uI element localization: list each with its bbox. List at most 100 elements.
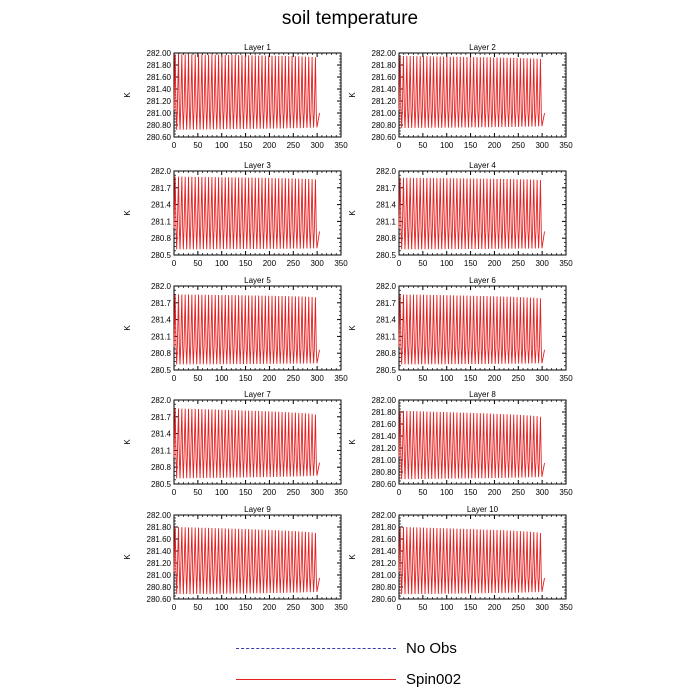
y-axis-label: K xyxy=(348,439,357,445)
y-tick-label: 281.80 xyxy=(372,408,397,417)
x-tick-label: 50 xyxy=(193,603,202,612)
y-tick-label: 281.20 xyxy=(372,97,397,106)
y-tick-label: 281.80 xyxy=(372,523,397,532)
y-tick-label: 281.1 xyxy=(151,217,172,226)
y-tick-label: 280.80 xyxy=(147,583,172,592)
y-tick-label: 282.0 xyxy=(151,282,172,291)
y-tick-label: 281.00 xyxy=(147,109,172,118)
series-line-spin002 xyxy=(398,294,545,365)
x-tick-label: 0 xyxy=(172,488,177,497)
y-tick-label: 281.7 xyxy=(376,184,397,193)
y-tick-label: 281.20 xyxy=(147,559,172,568)
x-tick-label: 50 xyxy=(193,259,202,268)
y-tick-label: 282.0 xyxy=(151,396,172,405)
series-line-spin002 xyxy=(173,294,320,365)
y-tick-label: 280.80 xyxy=(147,121,172,130)
y-tick-label: 282.00 xyxy=(372,511,397,520)
x-tick-label: 50 xyxy=(193,141,202,150)
y-tick-label: 281.40 xyxy=(147,85,172,94)
y-tick-label: 282.0 xyxy=(376,282,397,291)
x-tick-label: 150 xyxy=(239,259,253,268)
x-tick-label: 100 xyxy=(215,488,229,497)
panel-7: Layer 7 K 0 50 100 150 200 250 300 350 280.5 280.8 2… xyxy=(123,390,348,497)
y-tick-label: 281.00 xyxy=(372,109,397,118)
y-tick-label: 280.8 xyxy=(151,234,172,243)
panel-title: Layer 4 xyxy=(469,161,496,170)
x-tick-label: 350 xyxy=(334,374,348,383)
x-tick-label: 0 xyxy=(397,259,402,268)
y-axis-label: K xyxy=(123,554,132,560)
y-tick-label: 280.8 xyxy=(151,349,172,358)
y-axis-label: K xyxy=(123,92,132,98)
y-tick-label: 281.60 xyxy=(147,535,172,544)
y-tick-label: 281.4 xyxy=(151,316,172,325)
x-tick-label: 50 xyxy=(193,488,202,497)
y-tick-label: 281.20 xyxy=(372,444,397,453)
x-tick-label: 100 xyxy=(215,259,229,268)
panel-4: Layer 4 K 0 50 100 150 200 250 300 350 280.5 280.8 2… xyxy=(348,161,573,268)
y-tick-label: 281.7 xyxy=(376,299,397,308)
y-tick-label: 280.5 xyxy=(151,251,172,260)
y-tick-label: 280.80 xyxy=(372,121,397,130)
x-tick-label: 0 xyxy=(172,141,177,150)
y-tick-label: 281.4 xyxy=(376,316,397,325)
x-tick-label: 150 xyxy=(464,259,478,268)
series-line-spin002 xyxy=(173,176,320,250)
x-tick-label: 250 xyxy=(512,259,526,268)
figure-title: soil temperature xyxy=(281,8,419,29)
x-tick-label: 250 xyxy=(287,603,301,612)
panel-2: Layer 2 K 0 50 100 150 200 250 300 350 280.60 280.8… xyxy=(348,43,573,150)
panel-5: Layer 5 K 0 50 100 150 200 250 300 350 280.5 280.8 2… xyxy=(123,276,348,383)
panel-3: Layer 3 K 0 50 100 150 200 250 300 350 280.5 280.8 2… xyxy=(123,161,348,268)
x-tick-label: 150 xyxy=(239,374,253,383)
x-tick-label: 0 xyxy=(397,374,402,383)
y-tick-label: 282.00 xyxy=(147,511,172,520)
x-tick-label: 300 xyxy=(310,141,324,150)
y-tick-label: 282.00 xyxy=(372,49,397,58)
y-tick-label: 281.40 xyxy=(372,432,397,441)
legend-swatch-dashed xyxy=(236,648,396,649)
series-line-spin002 xyxy=(173,526,320,595)
x-tick-label: 300 xyxy=(535,259,549,268)
y-tick-label: 281.4 xyxy=(151,430,172,439)
y-tick-label: 281.60 xyxy=(372,73,397,82)
y-tick-label: 281.4 xyxy=(376,201,397,210)
x-tick-label: 350 xyxy=(334,141,348,150)
x-tick-label: 50 xyxy=(418,603,427,612)
y-axis-label: K xyxy=(348,325,357,331)
y-tick-label: 281.20 xyxy=(147,97,172,106)
y-tick-label: 281.80 xyxy=(147,523,172,532)
x-tick-label: 200 xyxy=(488,374,502,383)
y-tick-label: 281.80 xyxy=(147,61,172,70)
y-axis-label: K xyxy=(123,325,132,331)
x-tick-label: 250 xyxy=(512,488,526,497)
x-tick-label: 250 xyxy=(512,603,526,612)
y-tick-label: 281.7 xyxy=(151,184,172,193)
x-tick-label: 300 xyxy=(310,488,324,497)
x-tick-label: 0 xyxy=(172,259,177,268)
x-tick-label: 150 xyxy=(239,141,253,150)
x-tick-label: 300 xyxy=(535,374,549,383)
y-tick-label: 281.1 xyxy=(151,332,172,341)
y-tick-label: 281.1 xyxy=(376,332,397,341)
y-tick-label: 280.60 xyxy=(147,133,172,142)
series-line-spin002 xyxy=(173,54,320,130)
series-line-spin002 xyxy=(398,526,545,595)
x-tick-label: 100 xyxy=(440,141,454,150)
x-tick-label: 100 xyxy=(440,259,454,268)
x-tick-label: 100 xyxy=(440,603,454,612)
x-tick-label: 250 xyxy=(287,141,301,150)
y-tick-label: 281.40 xyxy=(372,85,397,94)
x-tick-label: 300 xyxy=(310,374,324,383)
y-tick-label: 280.60 xyxy=(372,133,397,142)
x-tick-label: 200 xyxy=(488,259,502,268)
panel-title: Layer 3 xyxy=(244,161,271,170)
y-tick-label: 281.60 xyxy=(372,420,397,429)
x-tick-label: 350 xyxy=(559,374,573,383)
x-tick-label: 350 xyxy=(559,259,573,268)
y-tick-label: 280.60 xyxy=(372,595,397,604)
x-tick-label: 200 xyxy=(263,488,277,497)
x-tick-label: 200 xyxy=(488,603,502,612)
series-line-spin002 xyxy=(398,55,545,129)
y-tick-label: 281.60 xyxy=(147,73,172,82)
